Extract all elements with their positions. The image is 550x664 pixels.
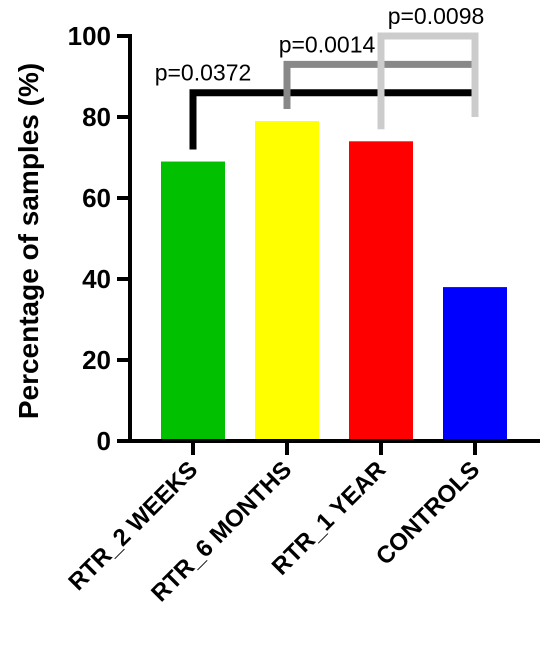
significance-bracket-3: [377, 32, 479, 130]
y-tick-label: 100: [68, 21, 111, 51]
significance-brackets: p=0.0372 p=0.0014 p=0.0098: [155, 3, 485, 150]
y-axis-title: Percentage of samples (%): [13, 63, 44, 419]
y-tick-label: 40: [82, 264, 111, 294]
bar-2: [255, 121, 319, 442]
y-tick-label: 60: [82, 183, 111, 213]
y-ticks: 0 20 40 60 80 100: [68, 21, 130, 456]
p-value-label: p=0.0014: [279, 31, 376, 57]
bar-3: [349, 141, 413, 442]
axes: [128, 34, 540, 455]
p-value-label: p=0.0098: [388, 3, 485, 29]
bar-4: [443, 287, 507, 441]
bars: [161, 121, 507, 442]
y-tick-label: 80: [82, 102, 111, 132]
significance-bracket-1: [189, 89, 479, 150]
p-value-label: p=0.0372: [155, 60, 252, 86]
y-tick-label: 20: [82, 345, 111, 375]
y-tick-label: 0: [97, 426, 111, 456]
bar-1: [161, 161, 225, 442]
